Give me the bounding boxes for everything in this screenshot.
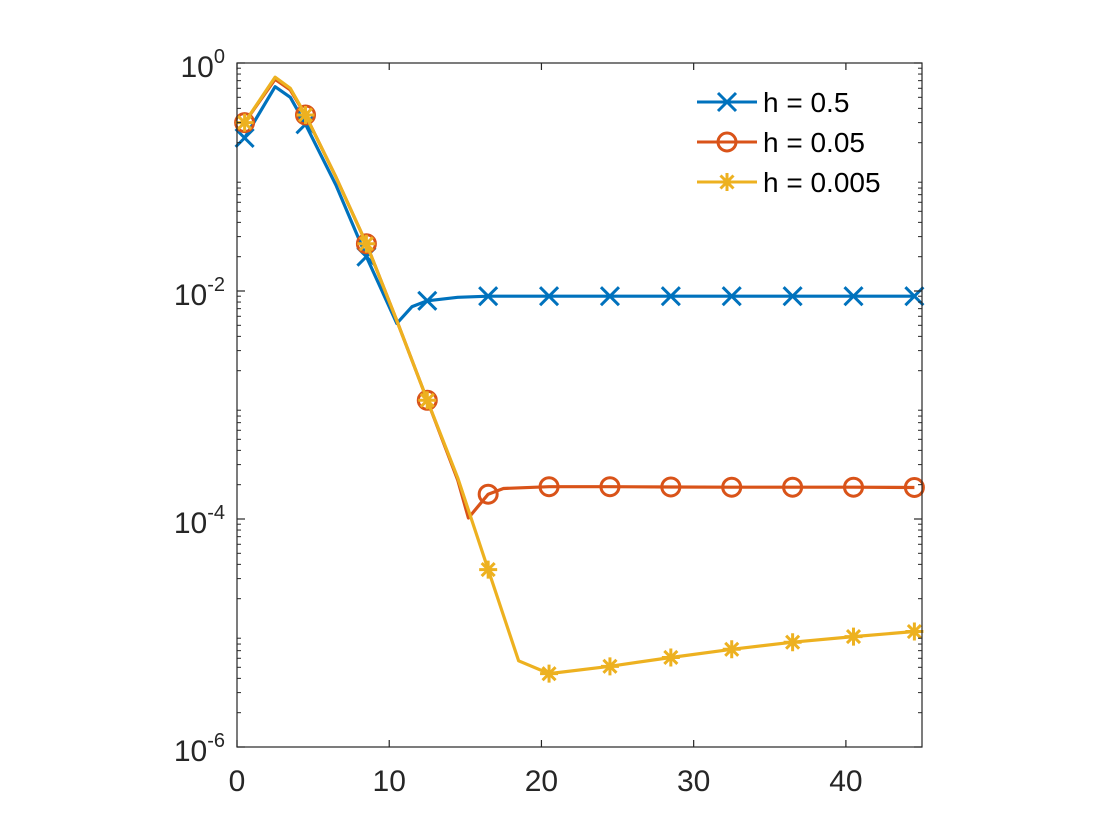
marker-circle [721,476,743,498]
marker-asterisk [357,234,376,253]
y-tick-label: 10-2 [174,274,225,312]
legend-label-h-0-5: h = 0.5 [763,87,849,118]
marker-x [721,286,742,307]
x-tick-label: 40 [829,765,862,798]
marker-asterisk [296,105,315,124]
marker-asterisk [905,622,924,641]
marker-circle [538,476,560,498]
marker-circle [903,476,925,498]
marker-circle [843,476,864,498]
legend-item-h-0-005: h = 0.005 [697,167,881,198]
x-tick-label: 10 [373,765,406,798]
marker-x [782,286,803,307]
legend-label-h-0-005: h = 0.005 [763,167,881,198]
marker-x [599,286,621,307]
marker-asterisk [661,648,680,667]
legend-item-h-0-5: h = 0.5 [697,87,849,118]
legend: h = 0.5 h = 0.05 h = 0.005 [697,87,881,198]
marker-x [660,286,681,307]
legend-label-h-0-05: h = 0.05 [763,127,865,158]
legend-item-h-0-05: h = 0.05 [697,127,865,158]
y-tick-label: 100 [181,46,226,84]
marker-x [478,286,499,307]
marker-circle [599,476,621,498]
marker-asterisk [479,560,498,579]
plot-background [237,63,922,747]
marker-asterisk [418,391,437,410]
marker-x [716,91,738,113]
x-tick-label: 30 [677,765,710,798]
y-tick-label: 10-4 [174,502,225,540]
y-tick-label: 10-6 [174,730,225,768]
series-layer [234,75,925,683]
legend-marker-x [716,91,738,113]
marker-x [538,286,560,307]
marker-asterisk [540,664,559,683]
marker-circle [716,131,738,153]
marker-x [234,127,255,149]
marker-x [843,286,864,307]
marker-circle [477,483,499,505]
plot-frame [236,62,923,748]
marker-asterisk [844,627,863,646]
marker-asterisk [718,173,736,191]
legend-marker-asterisk [718,173,736,191]
x-axis: 0 10 20 30 40 [229,63,863,798]
legend-marker-circle [716,131,738,153]
marker-x [417,290,438,311]
series-2 [235,75,924,683]
marker-asterisk [722,640,741,659]
marker-asterisk [235,113,254,132]
y-axis: 100 10-2 10-4 10-6 [174,46,922,768]
x-tick-label: 20 [525,765,558,798]
marker-circle [660,476,682,498]
marker-asterisk [600,657,619,676]
marker-asterisk [783,633,802,652]
marker-circle [782,476,804,498]
x-tick-label: 0 [229,765,246,798]
